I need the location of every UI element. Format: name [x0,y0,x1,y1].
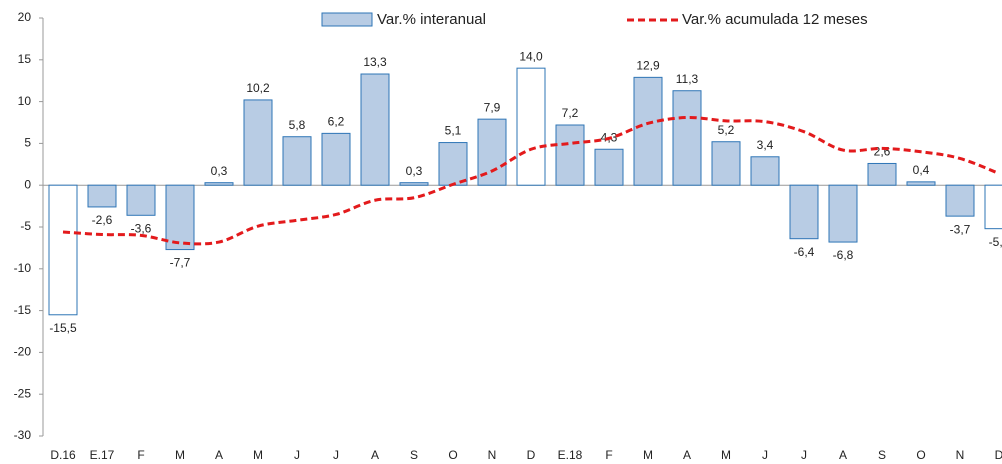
x-tick-label: E.18 [558,448,583,462]
x-tick-label: M [175,448,185,462]
bar [906,181,936,186]
x-tick-label: N [956,448,965,462]
data-label: 13,3 [363,55,387,69]
bar [165,184,195,251]
data-label: 14,0 [519,49,543,63]
data-label: 5,2 [718,123,735,137]
data-label: 12,9 [636,59,660,73]
y-tick-label: -5 [20,219,31,233]
y-tick-label: 20 [18,10,32,24]
y-tick-label: 15 [18,52,32,66]
bar [438,142,468,186]
x-tick-label: A [839,448,847,462]
bar [594,148,624,186]
x-tick-label: D [527,448,536,462]
data-label: 7,9 [484,100,501,114]
data-label: -2,6 [92,213,113,227]
data-label: 6,2 [328,115,345,129]
y-tick-label: 0 [24,177,31,191]
bar [360,73,390,186]
data-label: -7,7 [170,256,191,270]
data-label: 5,8 [289,118,306,132]
data-label: 2,6 [874,145,891,159]
bar [87,184,117,208]
x-tick-label: J [801,448,807,462]
y-tick-label: 10 [18,94,32,108]
data-label: 3,4 [757,138,774,152]
data-label: 10,2 [246,81,270,95]
data-label: -6,4 [794,245,815,259]
bar [204,182,234,186]
x-tick-label: N [488,448,497,462]
x-tick-label: S [410,448,418,462]
x-tick-label: A [215,448,223,462]
legend-label: Var.% interanual [377,11,486,28]
y-tick-label: -15 [14,303,32,317]
y-tick-label: -30 [14,428,32,442]
x-tick-label: J [333,448,339,462]
bar [126,184,156,216]
bar [282,136,312,186]
bar [48,184,78,316]
data-label: -3,7 [950,222,971,236]
data-label: 0,4 [913,163,930,177]
data-label: -5,2 [989,235,1002,249]
x-tick-label: A [683,448,691,462]
bar [516,67,546,186]
data-label: 5,1 [445,124,462,138]
x-tick-label: D [995,448,1002,462]
bar [789,184,819,240]
data-label: -15,5 [49,321,77,335]
data-label: -3,6 [131,221,152,235]
bar [711,141,741,186]
y-tick-label: -20 [14,345,32,359]
x-tick-label: E.17 [90,448,115,462]
bar [399,182,429,186]
x-tick-label: D.16 [50,448,76,462]
y-tick-label: 5 [24,136,31,150]
y-tick-label: -10 [14,261,32,275]
y-tick-label: -25 [14,386,32,400]
line [62,115,1000,246]
legend-label: Var.% acumulada 12 meses [682,11,868,28]
x-tick-label: J [762,448,768,462]
x-tick-label: A [371,448,379,462]
bar [984,184,1002,230]
x-tick-label: O [916,448,925,462]
data-label: 0,3 [211,164,228,178]
bar [828,184,858,243]
x-tick-label: S [878,448,886,462]
data-label: 0,3 [406,164,423,178]
x-tick-label: O [448,448,457,462]
bar [750,156,780,186]
x-tick-label: J [294,448,300,462]
x-tick-label: M [643,448,653,462]
bar [867,162,897,186]
data-label: -6,8 [833,248,854,262]
x-tick-label: F [605,448,612,462]
data-label: 11,3 [676,72,699,86]
data-label: 7,2 [562,106,579,120]
bar [633,76,663,186]
bar [555,124,585,186]
x-tick-label: M [721,448,731,462]
bar [672,90,702,186]
x-tick-label: F [137,448,144,462]
x-tick-label: M [253,448,263,462]
legend-swatch [321,12,373,27]
bar [243,99,273,186]
bar [945,184,975,217]
bar [321,132,351,186]
